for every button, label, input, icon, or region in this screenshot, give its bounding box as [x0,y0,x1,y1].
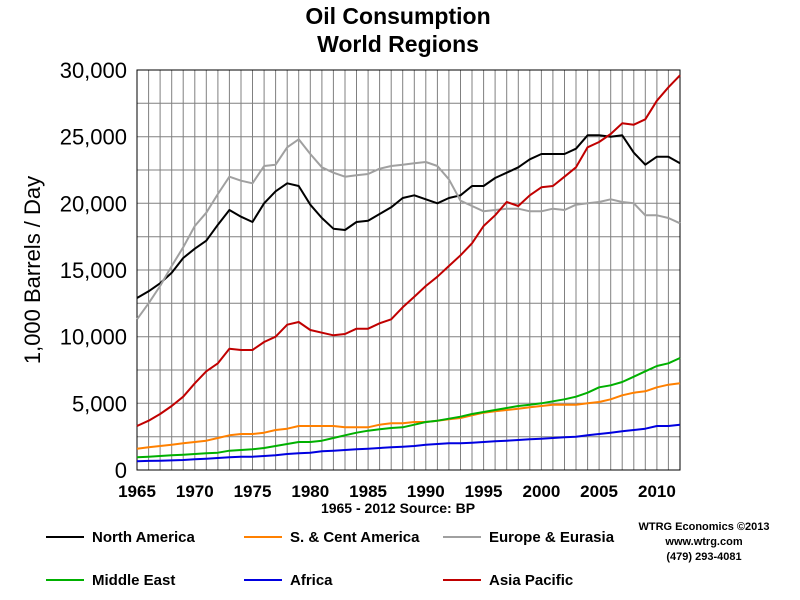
legend: North America S. & Cent America Europe & E… [46,529,615,589]
legend-label-europe-eurasia: Europe & Eurasia [489,529,615,546]
credit-line-3: (479) 293-4081 [666,551,741,563]
y-tick-label: 25,000 [60,125,127,150]
y-tick-label: 5,000 [72,391,127,416]
credit-line-1: WTRG Economics ©2013 [639,521,770,533]
plot-area-border [136,69,681,471]
y-tick-label: 10,000 [60,325,127,350]
x-axis-ticks: 1965 1970 1975 1980 1985 1990 1995 2000 2005 2010 [118,482,676,501]
x-tick-label: 2005 [580,482,618,501]
y-tick-label: 30,000 [60,58,127,83]
x-tick-label: 1970 [176,482,214,501]
y-tick-label: 15,000 [60,258,127,283]
credit-line-2: www.wtrg.com [664,536,742,548]
x-tick-label: 1990 [407,482,445,501]
x-tick-label: 2000 [522,482,560,501]
x-axis-label: 1965 - 2012 Source: BP [321,500,475,516]
legend-label-africa: Africa [290,572,333,589]
series-line-north-america [136,134,681,299]
x-tick-label: 2010 [638,482,676,501]
legend-label-middle-east: Middle East [92,572,175,589]
x-tick-label: 1980 [291,482,329,501]
x-tick-label: 1975 [234,482,272,501]
x-tick-label: 1965 [118,482,156,501]
y-axis-ticks: 0 5,000 10,000 15,000 20,000 25,000 30,000 [60,58,127,483]
series-line-africa [136,423,681,463]
y-axis-label: 1,000 Barrels / Day [20,176,45,364]
series-line-s-cent-america [136,382,681,450]
series-line-middle-east [136,357,681,459]
x-tick-label: 1985 [349,482,387,501]
series-line-europe-eurasia [136,138,681,320]
chart-title-line-1: Oil Consumption [305,3,490,29]
grid [137,70,680,470]
legend-label-north-america: North America [92,529,195,546]
chart-title-line-2: World Regions [317,31,479,57]
x-tick-label: 1995 [465,482,503,501]
series-lines [136,74,681,463]
legend-label-s-cent-america: S. & Cent America [290,529,420,546]
y-tick-label: 0 [115,458,127,483]
y-tick-label: 20,000 [60,191,127,216]
legend-label-asia-pacific: Asia Pacific [489,572,573,589]
series-line-asia-pacific [136,74,681,427]
